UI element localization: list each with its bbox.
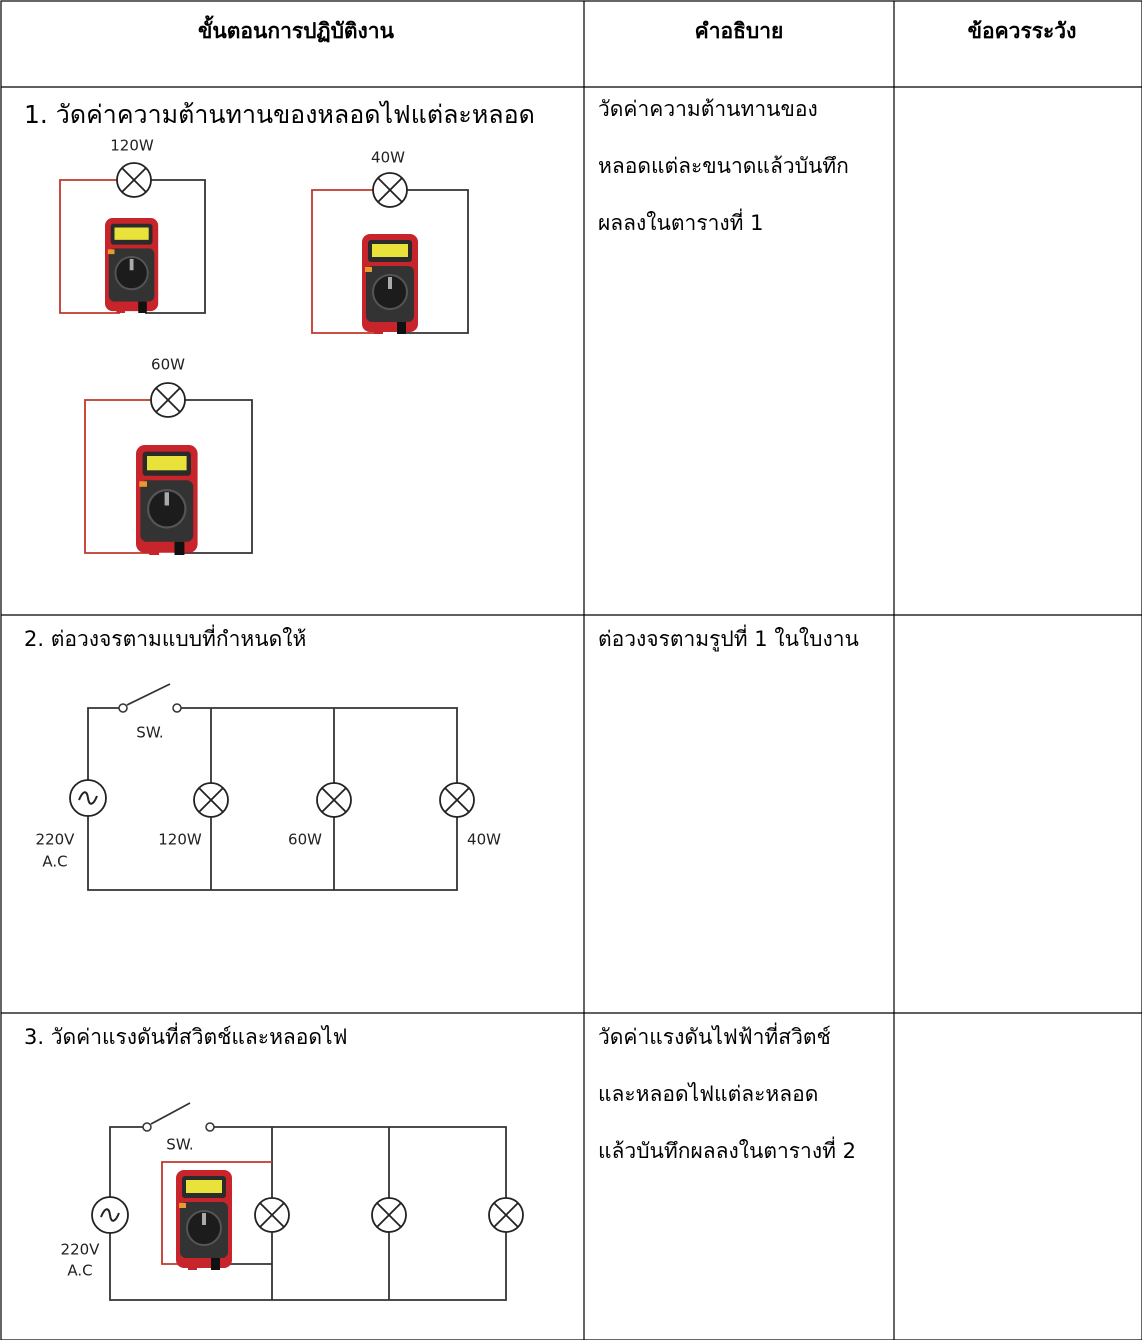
description: หลอดแต่ละขนาดแล้วบันทึก xyxy=(598,154,849,178)
parallel-circuit: SW. 220V A.C 120W 60W 40W xyxy=(36,683,501,891)
lamp-label: 40W xyxy=(371,149,405,167)
description: แล้วบันทึกผลลงในตารางที่ 2 xyxy=(598,1136,856,1163)
lamp-label: 60W xyxy=(151,356,185,374)
lamp-label: 120W xyxy=(158,831,202,849)
step-text: 3. วัดค่าแรงดันที่สวิตช์และหลอดไฟ xyxy=(24,1022,347,1049)
lamp-label: 60W xyxy=(288,831,322,849)
source-label: 220V xyxy=(61,1241,101,1259)
step-text: 2. ต่อวงจรตามแบบที่กำหนดให้ xyxy=(24,624,306,651)
column-header: คำอธิบาย xyxy=(695,19,784,43)
column-header: ขั้นตอนการปฏิบัติงาน xyxy=(198,15,395,43)
switch-label: SW. xyxy=(166,1136,193,1154)
switch-label: SW. xyxy=(136,724,163,742)
column-header: ข้อควรระวัง xyxy=(968,19,1077,43)
source-label: A.C xyxy=(42,853,67,871)
source-label: 220V xyxy=(36,831,76,849)
lamp-label: 40W xyxy=(467,831,501,849)
description: วัดค่าความต้านทานของ xyxy=(598,97,818,121)
source-label: A.C xyxy=(67,1262,92,1280)
lamp-label: 120W xyxy=(110,137,154,155)
step-text: 1. วัดค่าความต้านทานของหลอดไฟแต่ละหลอด xyxy=(24,100,535,129)
voltage-circuit: SW. 220V A.C xyxy=(61,1102,524,1301)
resistance-diagram: 120W 40W 60W xyxy=(59,137,469,557)
description: ต่อวงจรตามรูปที่ 1 ในใบงาน xyxy=(598,624,859,652)
description: ผลลงในตารางที่ 1 xyxy=(598,208,764,235)
description: วัดค่าแรงดันไฟฟ้าที่สวิตช์ xyxy=(598,1022,831,1049)
description: และหลอดไฟแต่ละหลอด xyxy=(598,1082,818,1106)
